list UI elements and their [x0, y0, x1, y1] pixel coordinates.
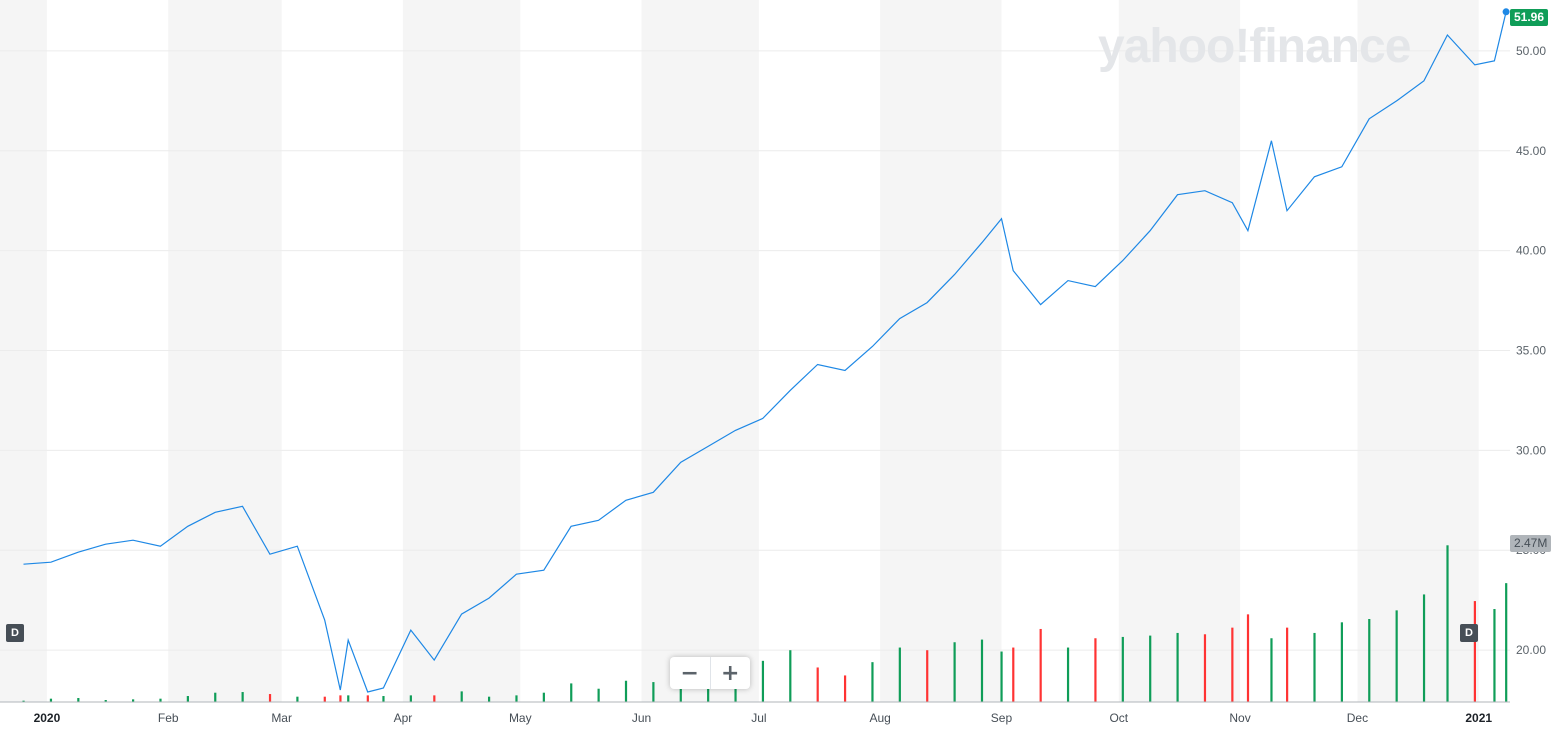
volume-bar	[1368, 619, 1371, 702]
dividend-marker-right[interactable]: D	[1460, 624, 1478, 642]
volume-bar	[159, 698, 162, 702]
volume-bar	[268, 694, 272, 702]
yahoo-finance-watermark: yahoo!finance	[1098, 20, 1411, 73]
x-tick-label: Nov	[1229, 711, 1250, 725]
price-gridlines	[0, 50, 1510, 651]
volume-bar	[1395, 610, 1398, 702]
volume-bar	[570, 683, 573, 702]
volume-bar	[1270, 638, 1273, 702]
volume-bar	[1473, 601, 1476, 702]
volume-bar	[1446, 545, 1449, 702]
volume-bar	[409, 695, 412, 702]
volume-bar	[1000, 651, 1003, 702]
volume-bar	[1231, 627, 1234, 702]
y-tick-label: 20.00	[1516, 643, 1546, 657]
y-tick-label: 50.00	[1516, 44, 1546, 58]
x-axis: 2020 Feb Mar Apr May Jun Jul Aug Sep Oct Nov Dec 202…	[34, 711, 1493, 725]
volume-bar	[366, 695, 369, 702]
volume-bar	[382, 696, 385, 702]
x-tick-label: Jul	[751, 711, 766, 725]
volume-bar	[433, 695, 436, 702]
volume-bar	[1493, 609, 1496, 702]
volume-bar	[323, 696, 326, 702]
volume-bar	[1340, 622, 1343, 702]
price-line	[23, 11, 1507, 693]
volume-bar	[1422, 594, 1426, 702]
volume-bar	[132, 699, 135, 702]
volume-bar	[1246, 614, 1250, 702]
zoom-out-button[interactable]: −	[680, 660, 699, 686]
volume-bar	[953, 642, 956, 702]
volume-bar	[22, 700, 25, 702]
x-tick-label: Mar	[271, 711, 292, 725]
volume-bar	[77, 698, 80, 702]
x-tick-label: Aug	[870, 711, 891, 725]
volume-bar	[1286, 627, 1289, 702]
volume-bar	[624, 680, 628, 702]
volume-bar	[1203, 634, 1207, 702]
volume-bar	[1313, 632, 1316, 702]
volume-bar	[1094, 638, 1097, 702]
last-volume-badge: 2.47M	[1510, 535, 1552, 552]
volume-bar	[186, 696, 189, 702]
x-tick-label: 2021	[1465, 711, 1492, 725]
volume-bar	[652, 682, 655, 702]
volume-bar	[871, 662, 874, 702]
zoom-in-button[interactable]: +	[709, 657, 751, 689]
volume-bar	[542, 692, 545, 702]
volume-bar	[104, 700, 107, 702]
volume-bar	[296, 696, 299, 702]
last-price-dot	[1502, 8, 1510, 16]
volume-bars	[22, 545, 1508, 702]
volume-bar	[487, 696, 491, 702]
volume-bar	[1505, 583, 1508, 702]
zoom-controls: − +	[670, 657, 750, 689]
volume-bar	[515, 695, 518, 702]
volume-bar	[843, 675, 847, 702]
dividend-marker-left[interactable]: D	[6, 624, 24, 642]
volume-bar	[789, 650, 792, 702]
x-tick-label: May	[509, 711, 532, 725]
volume-bar	[898, 647, 901, 702]
volume-bar	[816, 667, 819, 702]
volume-bar	[347, 695, 350, 702]
volume-bar	[980, 639, 984, 702]
volume-bar	[241, 692, 244, 702]
volume-bar	[49, 698, 53, 702]
volume-bar	[1149, 635, 1152, 702]
volume-bar	[1012, 647, 1015, 702]
volume-bar	[460, 691, 463, 702]
x-tick-label: Feb	[158, 711, 179, 725]
volume-bar	[761, 660, 765, 702]
y-tick-label: 40.00	[1516, 244, 1546, 258]
volume-bar	[1039, 628, 1042, 702]
x-tick-label: Dec	[1347, 711, 1368, 725]
x-tick-label: Jun	[632, 711, 651, 725]
volume-bar	[597, 688, 600, 702]
y-tick-label: 45.00	[1516, 144, 1546, 158]
x-tick-label: Apr	[394, 711, 413, 725]
volume-bar	[1176, 632, 1179, 702]
volume-bar	[1121, 636, 1124, 702]
y-tick-label: 30.00	[1516, 443, 1546, 457]
x-tick-label: Oct	[1109, 711, 1128, 725]
y-tick-label: 35.00	[1516, 344, 1546, 358]
volume-bar	[926, 650, 929, 702]
volume-bar	[1066, 647, 1070, 702]
volume-bar	[339, 695, 342, 702]
x-tick-label: Sep	[991, 711, 1013, 725]
x-tick-label: 2020	[34, 711, 61, 725]
volume-bar	[214, 692, 217, 702]
last-price-badge: 51.96	[1510, 9, 1549, 26]
